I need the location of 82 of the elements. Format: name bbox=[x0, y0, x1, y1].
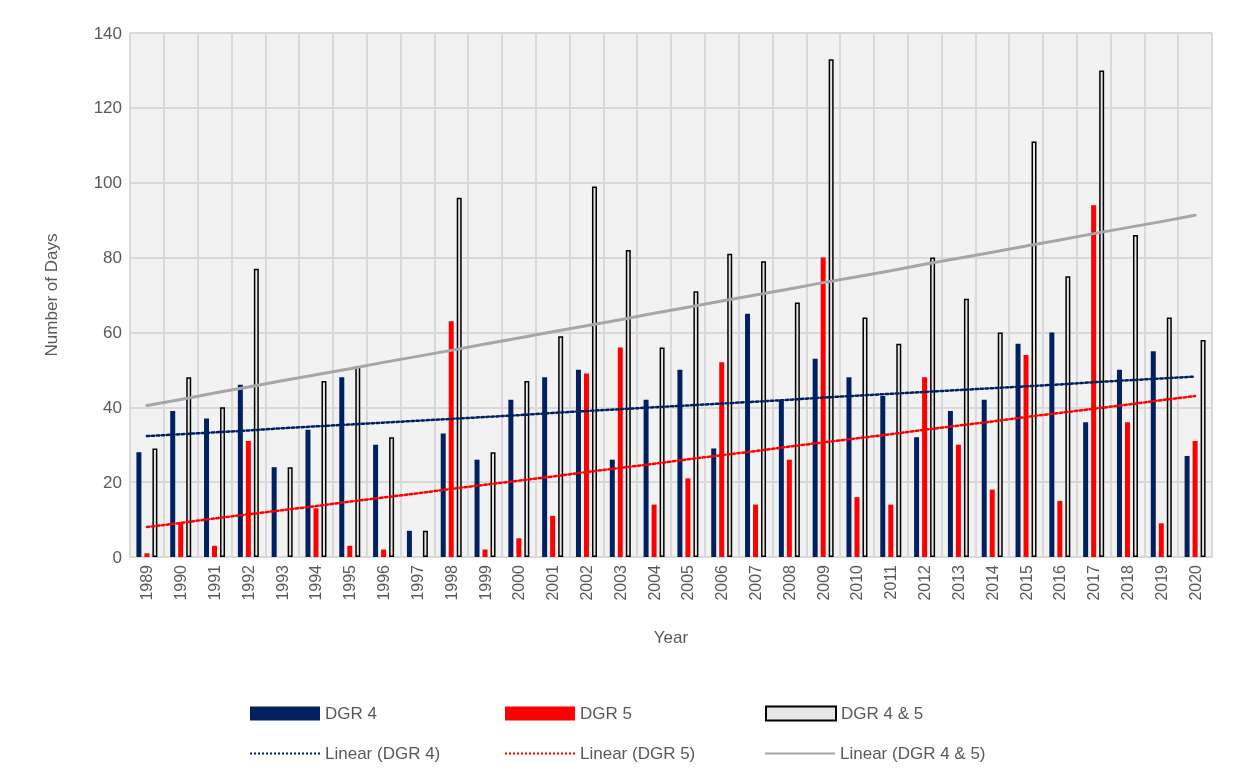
bar bbox=[989, 489, 995, 557]
bar bbox=[609, 459, 615, 557]
legend-label: DGR 5 bbox=[580, 704, 632, 723]
x-axis-title: Year bbox=[653, 628, 689, 647]
bar bbox=[753, 504, 759, 557]
x-tick-label: 2020 bbox=[1186, 564, 1204, 601]
bar bbox=[516, 538, 522, 557]
bar bbox=[955, 444, 961, 557]
x-tick-label: 2017 bbox=[1085, 564, 1103, 601]
bar bbox=[1124, 422, 1130, 557]
x-tick-label: 1995 bbox=[341, 564, 359, 601]
y-tick-label: 20 bbox=[103, 472, 122, 492]
y-tick-label: 80 bbox=[103, 248, 122, 268]
y-tick-label: 60 bbox=[103, 322, 122, 342]
y-axis-title: Number of Days bbox=[42, 233, 61, 357]
x-tick-label: 2016 bbox=[1051, 564, 1069, 601]
bar bbox=[440, 433, 446, 557]
bar bbox=[947, 411, 953, 557]
x-tick-label: 2015 bbox=[1017, 564, 1035, 601]
bar bbox=[914, 437, 920, 557]
bar bbox=[786, 459, 792, 557]
legend-label: DGR 4 bbox=[325, 704, 377, 723]
bar bbox=[1158, 523, 1164, 557]
legend-label: Linear (DGR 4 & 5) bbox=[840, 744, 986, 763]
y-tick-label: 100 bbox=[93, 173, 122, 193]
bar bbox=[1184, 455, 1190, 557]
bar bbox=[305, 429, 311, 557]
legend-label: Linear (DGR 4) bbox=[325, 744, 441, 763]
line-series bbox=[145, 213, 1197, 407]
legend-label: Linear (DGR 5) bbox=[580, 744, 696, 763]
x-tick-label: 2005 bbox=[679, 564, 697, 601]
bar bbox=[651, 504, 657, 557]
x-tick-label: 2014 bbox=[983, 564, 1001, 601]
x-tick-label: 1996 bbox=[375, 564, 393, 601]
x-tick-label: 1990 bbox=[172, 564, 190, 601]
y-tick-label: 0 bbox=[112, 547, 122, 567]
bar bbox=[373, 444, 379, 557]
x-tick-label: 2003 bbox=[611, 564, 629, 601]
x-tick-label: 1992 bbox=[239, 564, 257, 601]
x-tick-label: 2000 bbox=[510, 564, 528, 601]
bar bbox=[136, 452, 142, 557]
x-tick-label: 2001 bbox=[544, 564, 562, 601]
bar bbox=[888, 504, 894, 557]
bar bbox=[1083, 422, 1089, 557]
bar bbox=[482, 549, 488, 557]
bar bbox=[144, 553, 150, 557]
x-tick-label: 2004 bbox=[645, 564, 663, 601]
x-tick-label: 2012 bbox=[916, 564, 934, 601]
x-tick-label: 2018 bbox=[1118, 564, 1136, 601]
x-tick-label: 2019 bbox=[1152, 564, 1170, 601]
bar bbox=[685, 478, 691, 557]
x-tick-label: 2002 bbox=[577, 564, 595, 601]
x-tick-label: 2010 bbox=[848, 564, 866, 601]
x-tick-label: 1994 bbox=[307, 564, 325, 601]
y-tick-label: 140 bbox=[93, 23, 122, 43]
legend-label: DGR 4 & 5 bbox=[841, 704, 924, 723]
x-tick-label: 1998 bbox=[442, 564, 460, 601]
y-tick-label: 40 bbox=[103, 397, 122, 417]
x-tick-label: 2007 bbox=[747, 564, 765, 601]
x-tick-label: 1999 bbox=[476, 564, 494, 601]
x-tick-label: 2009 bbox=[814, 564, 832, 601]
x-tick-label: 1989 bbox=[138, 564, 156, 601]
bar bbox=[711, 448, 717, 557]
y-tick-label: 120 bbox=[93, 98, 122, 118]
bar bbox=[550, 515, 556, 557]
bar bbox=[1057, 500, 1063, 557]
bar bbox=[271, 467, 277, 557]
x-tick-label: 1997 bbox=[408, 564, 426, 601]
x-tick-label: 1991 bbox=[206, 564, 224, 601]
bar bbox=[474, 459, 480, 557]
bar bbox=[347, 545, 353, 557]
bar bbox=[1192, 440, 1198, 557]
bar bbox=[381, 549, 387, 557]
x-tick-label: 2006 bbox=[713, 564, 731, 601]
x-tick-label: 2008 bbox=[780, 564, 798, 601]
bar bbox=[212, 545, 218, 557]
bar bbox=[406, 530, 412, 557]
bar bbox=[854, 497, 860, 557]
x-tick-label: 2011 bbox=[882, 564, 900, 600]
x-tick-label: 1993 bbox=[273, 564, 291, 601]
bar bbox=[981, 399, 987, 557]
x-tick-label: 2013 bbox=[949, 564, 967, 601]
